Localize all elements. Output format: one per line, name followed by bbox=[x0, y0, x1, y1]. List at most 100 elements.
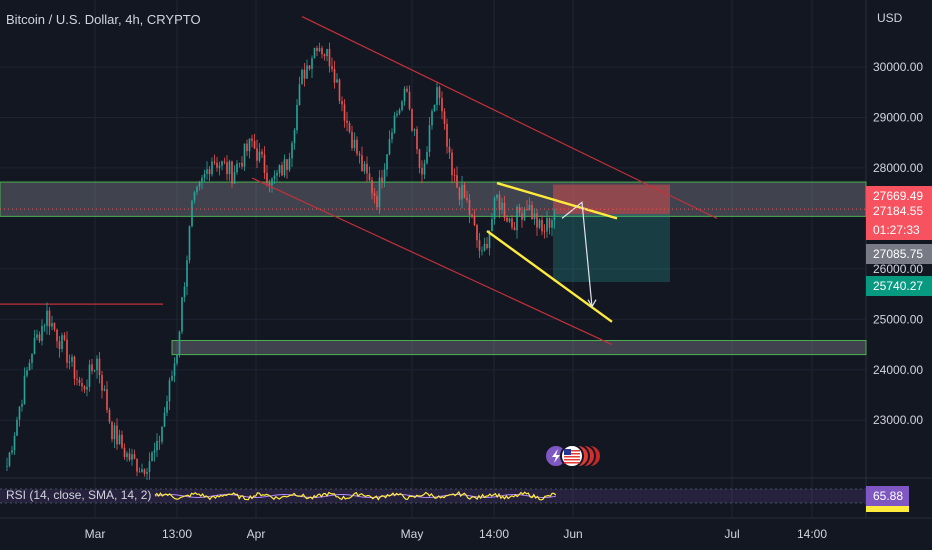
candle-body bbox=[381, 177, 383, 182]
candle-body bbox=[538, 219, 541, 228]
candle-body bbox=[528, 204, 531, 210]
support-zone bbox=[171, 339, 867, 356]
candle-body bbox=[513, 227, 516, 231]
candle-body bbox=[166, 401, 168, 413]
candle-body bbox=[496, 194, 498, 198]
candle-body bbox=[553, 214, 556, 221]
candle-body bbox=[348, 122, 351, 132]
candle-body bbox=[23, 375, 26, 404]
y-tick-label: 29000.00 bbox=[873, 110, 923, 124]
flag-stripe bbox=[564, 459, 580, 461]
candle-body bbox=[336, 79, 338, 83]
candle-body bbox=[433, 104, 436, 111]
candle-body bbox=[41, 326, 43, 341]
candle-body bbox=[391, 132, 393, 140]
candle-body bbox=[266, 172, 268, 184]
candle-body bbox=[403, 88, 406, 102]
candle-body bbox=[241, 162, 243, 167]
candle-body bbox=[141, 469, 143, 472]
candle-body bbox=[456, 175, 458, 188]
candle-body bbox=[278, 165, 281, 173]
candle-body bbox=[78, 379, 81, 383]
candle-body bbox=[458, 187, 461, 200]
candle-body bbox=[198, 181, 201, 187]
resistance-zone bbox=[0, 181, 867, 217]
candle-body bbox=[431, 110, 433, 126]
candle-body bbox=[471, 214, 473, 217]
candle-body bbox=[123, 447, 126, 457]
candle-body bbox=[296, 104, 298, 131]
candle-body bbox=[543, 231, 546, 233]
candle-body bbox=[371, 180, 373, 194]
candle-body bbox=[361, 155, 363, 172]
candle-body bbox=[428, 125, 431, 152]
candle-body bbox=[231, 161, 233, 184]
candle-body bbox=[171, 375, 173, 381]
channel-lower-line[interactable] bbox=[251, 177, 613, 346]
channel-upper-line[interactable] bbox=[301, 16, 718, 219]
candle-body bbox=[88, 364, 91, 387]
candle-body bbox=[43, 325, 46, 327]
x-tick-label: 14:00 bbox=[479, 527, 509, 541]
candle-body bbox=[221, 161, 223, 166]
candle-body bbox=[153, 450, 156, 453]
candle-body bbox=[188, 226, 191, 261]
position-reward-box bbox=[553, 214, 670, 282]
candle-body bbox=[478, 240, 481, 251]
rsi-line bbox=[154, 490, 557, 501]
candle-body bbox=[248, 138, 251, 152]
candle-body bbox=[533, 213, 536, 219]
candle-body bbox=[216, 162, 218, 168]
candle-body bbox=[518, 206, 521, 214]
rsi-pane[interactable] bbox=[0, 488, 866, 504]
candle-body bbox=[283, 159, 286, 176]
candle-body bbox=[33, 337, 36, 355]
candle-body bbox=[333, 69, 336, 83]
candle-body bbox=[66, 339, 68, 363]
wedge-upper-line[interactable] bbox=[496, 181, 618, 220]
rsi-signal-line bbox=[154, 494, 556, 498]
candle-body bbox=[366, 163, 368, 174]
candle-body bbox=[6, 465, 8, 467]
candle-body bbox=[31, 354, 33, 363]
candle-body bbox=[61, 335, 63, 350]
candle-body bbox=[13, 435, 16, 451]
candle-body bbox=[223, 161, 226, 163]
projection-arrowhead[interactable] bbox=[587, 299, 597, 308]
x-tick-label: Mar bbox=[85, 527, 106, 541]
candle-body bbox=[413, 129, 416, 131]
candle-body bbox=[476, 225, 478, 241]
y-tick-label: 25000.00 bbox=[873, 312, 923, 326]
wedge-lower-line[interactable] bbox=[486, 230, 613, 323]
candle-body bbox=[161, 426, 163, 442]
candle-body bbox=[443, 111, 446, 124]
candle-body bbox=[218, 165, 221, 168]
candle-body bbox=[376, 196, 378, 208]
rsi-indicator-label[interactable]: RSI (14, close, SMA, 14, 2) bbox=[6, 488, 152, 502]
candle-body bbox=[466, 197, 468, 201]
candle-body bbox=[246, 143, 248, 152]
symbol-title[interactable]: Bitcoin / U.S. Dollar, 4h, CRYPTO bbox=[6, 12, 201, 27]
candle-body bbox=[96, 358, 98, 371]
candle-body bbox=[388, 139, 391, 155]
candle-body bbox=[18, 406, 21, 420]
y-tick-label: 24000.00 bbox=[873, 363, 923, 377]
candle-body bbox=[53, 323, 56, 330]
candle-body bbox=[73, 356, 76, 379]
drawings-layer[interactable] bbox=[0, 16, 866, 346]
zones-layer bbox=[0, 181, 867, 356]
candle-body bbox=[486, 243, 488, 249]
x-tick-label: Jul bbox=[724, 527, 739, 541]
candle-body bbox=[328, 49, 331, 67]
candle-body bbox=[213, 161, 216, 163]
candle-body bbox=[173, 363, 176, 376]
price-axis[interactable]: USD bbox=[877, 11, 903, 25]
candle-body bbox=[98, 358, 101, 376]
projection-path[interactable] bbox=[561, 201, 593, 307]
candle-body bbox=[21, 403, 23, 407]
candle-body bbox=[276, 172, 278, 176]
lightning-icon[interactable] bbox=[552, 449, 560, 463]
candle-body bbox=[206, 169, 208, 174]
event-icons[interactable] bbox=[544, 444, 602, 468]
